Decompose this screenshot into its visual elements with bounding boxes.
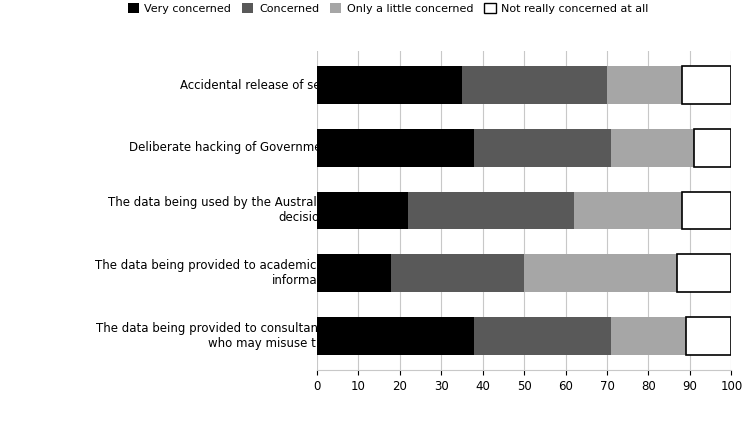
Bar [317,317,474,355]
Bar [317,129,474,167]
Bar [694,129,731,167]
Bar [682,66,731,104]
Bar [611,129,694,167]
Bar [611,317,685,355]
Bar [317,192,408,229]
Bar [574,192,682,229]
Bar [678,254,731,292]
Bar [524,254,678,292]
Bar [317,254,391,292]
Bar [474,129,611,167]
Bar [408,192,574,229]
Bar [607,66,682,104]
Legend: Very concerned, Concerned, Only a little concerned, Not really concerned at all: Very concerned, Concerned, Only a little… [123,0,653,18]
Bar [317,66,461,104]
Bar [686,317,731,355]
Bar [682,192,731,229]
Bar [461,66,607,104]
Bar [474,317,611,355]
Bar [391,254,524,292]
